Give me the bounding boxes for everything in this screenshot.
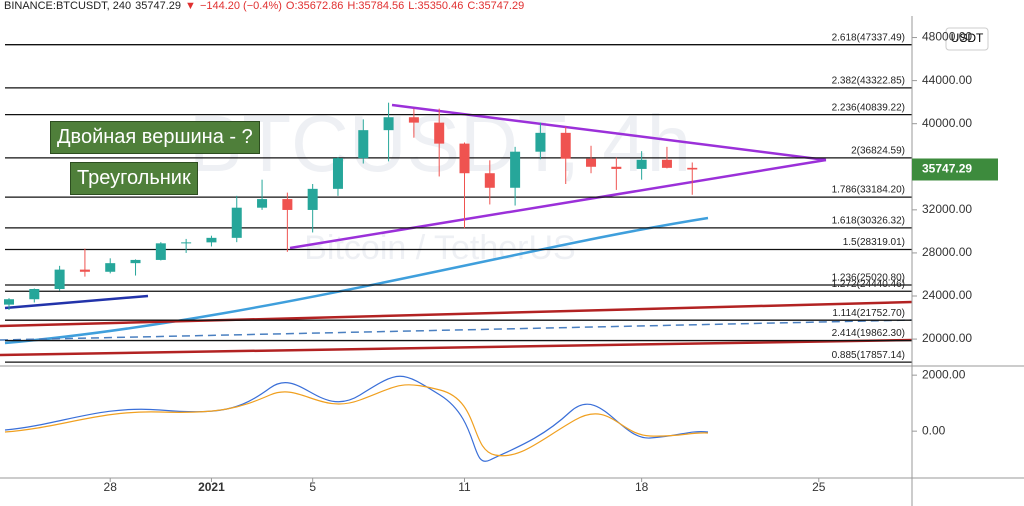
candle-body [358,130,369,159]
fib-label: 2.414(19862.30) [832,328,905,339]
triangle-line [289,158,827,250]
candle-body [687,167,698,170]
header: BINANCE:BTCUSDT, 240 35747.29 ▼ −144.20 (−0… [4,0,528,12]
x-tick-label: 11 [458,480,471,494]
candle-body [206,237,217,243]
trend-line [4,294,149,310]
annotation: Треугольник [70,162,198,195]
y-tick-label: 44000.00 [922,73,972,87]
candle-body [560,132,571,159]
ohlc-high: H:35784.56 [347,0,405,12]
candle-body [130,259,141,264]
fib-label: 1.236(25020.80) [832,273,905,284]
candle-body [307,188,318,210]
trend-line [0,319,912,341]
ohlc-low: L:35350.46 [408,0,464,12]
arrow: ▼ [185,0,196,12]
candle-body [586,158,597,167]
x-tick-label: 2021 [198,480,225,494]
price-tag [912,158,998,181]
x-tick-label: 25 [812,480,826,494]
moving-average [4,216,709,345]
candle-body [79,269,90,272]
candle-body [29,289,40,300]
fib-label: 1.786(33184.20) [832,185,905,196]
macd-line [4,375,709,462]
y-tick-label: 24000.00 [922,288,972,302]
trend-line [0,300,912,328]
x-tick-label: 5 [309,480,316,494]
candle-body [155,243,166,260]
candle-body [383,117,394,131]
candle-body [535,132,546,152]
fib-label: 2.236(40839.22) [832,102,905,113]
y-tick-label: 0.00 [922,423,946,437]
last-price: 35747.29 [135,0,182,12]
candle-body [459,143,470,174]
candle-body [332,158,343,189]
fib-label: 0.885(17857.14) [832,350,905,361]
change: −144.20 (−0.4%) [199,0,282,12]
y-tick-label: 2000.00 [922,367,966,381]
ohlc-open: O:35672.86 [285,0,344,12]
currency[interactable]: USDT [951,31,984,45]
candle-body [510,151,521,188]
x-tick-label: 28 [104,480,118,494]
fib-label: 1.5(28319.01) [843,237,905,248]
candle-body [484,173,495,188]
x-tick-label: 18 [635,480,649,494]
currency-box[interactable] [945,27,989,51]
trend-line [0,338,912,357]
y-tick-label: 28000.00 [922,245,972,259]
y-tick-label: 32000.00 [922,202,972,216]
candle-body [408,117,419,123]
y-tick-label: 48000.00 [922,30,972,44]
fib-label: 1.618(30326.32) [832,216,905,227]
watermark-ticker: BTCUSDT, 4h [189,99,691,188]
watermark-name: Bitcoin / TetherUS [304,229,576,267]
y-tick-label: 20000.00 [922,331,972,345]
symbol: BINANCE:BTCUSDT, 240 [4,0,132,12]
candle-body [636,159,647,169]
fib-label: 2(36824.59) [851,146,905,157]
candle-body [611,166,622,169]
candle-body [282,199,293,210]
fib-label: 1.114(21752.70) [832,308,905,319]
candle-body [661,159,672,168]
plot: 2.618(47337.49) 2.382(43322.85) 2.236(4083… [0,32,912,363]
candle-body [434,122,445,144]
candle-body [54,269,65,289]
candle-body [4,299,14,305]
price-tag-label: 35747.29 [922,162,972,176]
fib-label: 2.618(47337.49) [832,32,905,43]
fib-label: 2.382(43322.85) [832,76,905,87]
y-tick-label: 40000.00 [922,116,972,130]
ohlc-close: C:35747.29 [467,0,525,12]
fib-label: 1.272(24440.46) [832,279,905,290]
candle-body [231,207,242,238]
candle-body [257,199,268,208]
candle-body [105,263,116,272]
annotation: Двойная вершина - ? [50,121,260,154]
candle-body [181,242,192,244]
signal-line [4,384,709,457]
